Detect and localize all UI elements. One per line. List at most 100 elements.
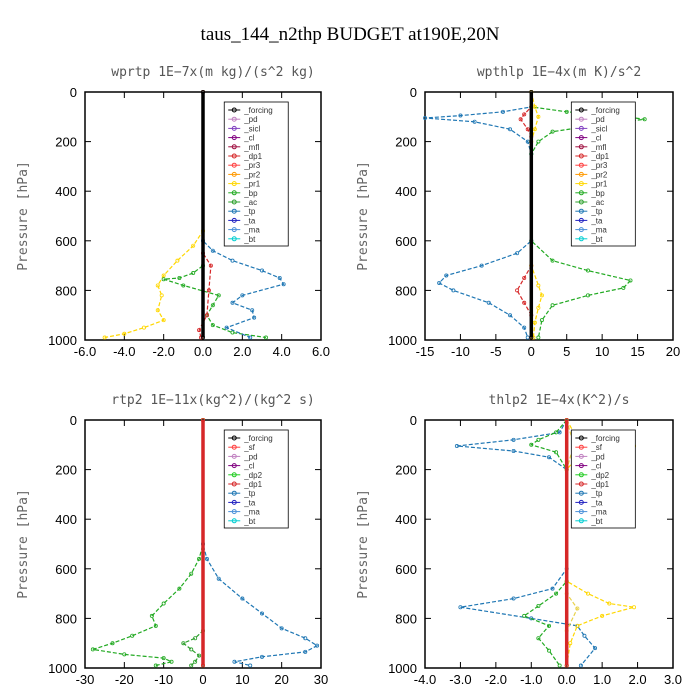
data-point bbox=[204, 556, 209, 561]
data-point bbox=[422, 116, 427, 121]
legend-marker bbox=[578, 171, 584, 177]
data-point bbox=[518, 117, 523, 122]
data-point bbox=[550, 129, 555, 134]
x-tick-label: 20 bbox=[274, 672, 288, 687]
legend-label: _mfl bbox=[590, 143, 606, 152]
data-point bbox=[200, 663, 205, 668]
data-point bbox=[216, 576, 221, 581]
y-tick-label: 800 bbox=[395, 611, 417, 626]
legend-label: _ac bbox=[243, 198, 257, 207]
data-point bbox=[240, 596, 245, 601]
data-point bbox=[303, 636, 308, 641]
legend-label: _pd bbox=[243, 452, 257, 461]
legend-marker bbox=[231, 144, 237, 150]
legend-marker bbox=[578, 444, 584, 450]
data-point bbox=[122, 652, 127, 657]
legend-label: _dp2 bbox=[243, 471, 262, 480]
data-point bbox=[536, 114, 541, 119]
data-point bbox=[200, 417, 205, 422]
data-point bbox=[197, 328, 202, 333]
y-tick-label: 600 bbox=[55, 234, 77, 249]
data-point bbox=[486, 300, 491, 305]
data-point bbox=[444, 273, 449, 278]
legend-label: _forcing bbox=[243, 106, 272, 115]
data-point bbox=[522, 275, 527, 280]
data-point bbox=[181, 283, 186, 288]
data-point bbox=[539, 318, 544, 323]
x-tick-label: 6.0 bbox=[312, 344, 330, 359]
y-axis-label: Pressure [hPa] bbox=[356, 161, 371, 271]
legend-label: _pr3 bbox=[243, 161, 261, 170]
data-point bbox=[532, 104, 537, 109]
legend-label: _ta bbox=[243, 498, 256, 507]
legend-label: _mfl bbox=[243, 143, 259, 152]
legend-label: _sf bbox=[243, 443, 255, 452]
legend-label: _cl bbox=[590, 462, 601, 471]
data-point bbox=[191, 271, 196, 276]
legend-marker bbox=[231, 116, 237, 122]
legend-label: _ma bbox=[243, 226, 260, 235]
data-point bbox=[582, 633, 587, 638]
legend-marker bbox=[231, 509, 237, 515]
data-point bbox=[585, 268, 590, 273]
plot-frame bbox=[424, 419, 674, 669]
data-point bbox=[522, 613, 527, 618]
legend-label: _sf bbox=[590, 443, 602, 452]
data-point bbox=[511, 596, 516, 601]
legend-marker bbox=[231, 236, 237, 242]
x-tick-label: -10 bbox=[154, 672, 173, 687]
y-axis-label: Pressure [hPa] bbox=[16, 161, 31, 271]
y-tick-label: 200 bbox=[55, 135, 77, 150]
data-point bbox=[216, 293, 221, 298]
chart-panel-3: rtp2 1E−11x(kg^2)/(kg^2 s)02004006008001… bbox=[16, 393, 328, 687]
data-point bbox=[500, 109, 505, 114]
data-point bbox=[281, 282, 286, 287]
legend-marker bbox=[578, 509, 584, 515]
legend-label: _ma bbox=[590, 226, 607, 235]
legend-marker bbox=[231, 472, 237, 478]
data-point bbox=[193, 636, 198, 641]
y-tick-label: 400 bbox=[55, 184, 77, 199]
data-point bbox=[536, 437, 541, 442]
x-tick-label: 2.0 bbox=[233, 344, 251, 359]
data-point bbox=[525, 127, 530, 132]
data-point bbox=[554, 430, 559, 435]
data-point bbox=[564, 109, 569, 114]
data-point bbox=[564, 417, 569, 422]
legend-marker bbox=[578, 435, 584, 441]
y-tick-label: 200 bbox=[395, 463, 417, 478]
data-point bbox=[161, 656, 166, 661]
data-point bbox=[511, 448, 516, 453]
x-tick-label: -15 bbox=[416, 344, 435, 359]
data-point bbox=[642, 117, 647, 122]
legend-label: _dp1 bbox=[243, 152, 262, 161]
data-point bbox=[240, 293, 245, 298]
series-line-dp1 bbox=[198, 92, 212, 338]
data-point bbox=[161, 277, 166, 282]
data-point bbox=[210, 248, 215, 253]
data-point bbox=[511, 437, 516, 442]
legend-label: _bp bbox=[243, 189, 258, 198]
y-tick-label: 1000 bbox=[388, 333, 417, 348]
y-tick-label: 1000 bbox=[48, 661, 77, 676]
legend-marker bbox=[231, 125, 237, 131]
series-line-bp bbox=[163, 92, 266, 339]
legend-marker bbox=[231, 162, 237, 168]
legend-marker bbox=[231, 107, 237, 113]
legend-marker bbox=[231, 435, 237, 441]
legend-label: _tp bbox=[590, 207, 603, 216]
data-point bbox=[557, 663, 562, 668]
legend-label: _tp bbox=[590, 489, 603, 498]
legend-label: _cl bbox=[243, 462, 254, 471]
data-point bbox=[193, 659, 198, 664]
legend-label: _ma bbox=[590, 508, 607, 517]
legend-marker bbox=[578, 227, 584, 233]
data-point bbox=[536, 283, 541, 288]
x-tick-label: 1.0 bbox=[593, 672, 611, 687]
data-point bbox=[532, 127, 537, 132]
data-point bbox=[547, 648, 552, 653]
data-point bbox=[607, 601, 612, 606]
legend-marker bbox=[578, 116, 584, 122]
x-tick-label: 0 bbox=[528, 344, 535, 359]
x-tick-label: 5 bbox=[563, 344, 570, 359]
